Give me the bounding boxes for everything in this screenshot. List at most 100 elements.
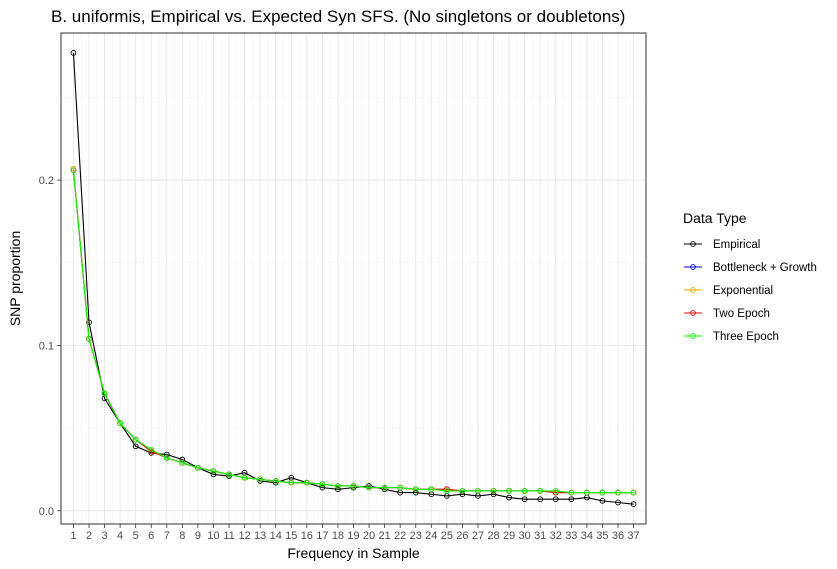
data-point xyxy=(552,489,559,496)
data-point xyxy=(381,486,388,493)
legend-key-point xyxy=(690,264,696,270)
chart-title: B. uniformis, Empirical vs. Expected Syn… xyxy=(51,7,625,26)
x-tick-label: 32 xyxy=(550,530,562,542)
data-point xyxy=(568,496,575,503)
x-tick-label: 37 xyxy=(627,530,639,542)
x-tick-label: 25 xyxy=(441,530,453,542)
legend-label: Exponential xyxy=(713,285,773,297)
legend-item: Three Epoch xyxy=(684,331,779,343)
data-point xyxy=(70,49,77,56)
x-tick-label: 13 xyxy=(254,530,266,542)
x-tick-label: 1 xyxy=(70,530,76,542)
data-point xyxy=(521,488,528,494)
legend-key-point xyxy=(690,287,696,293)
y-tick-label: 0.0 xyxy=(39,506,54,518)
x-tick-label: 5 xyxy=(133,530,139,542)
x-tick-label: 23 xyxy=(410,530,422,542)
data-point xyxy=(428,486,435,493)
data-point xyxy=(288,479,295,486)
data-point xyxy=(366,484,372,491)
data-point xyxy=(179,456,186,463)
data-point xyxy=(615,499,621,506)
data-point xyxy=(195,464,201,471)
x-tick-label: 33 xyxy=(565,530,577,542)
data-point xyxy=(506,488,512,494)
data-point xyxy=(521,496,528,503)
legend: Data Type Empirical Bottleneck + Growth Ex… xyxy=(683,210,817,343)
x-tick-label: 29 xyxy=(503,530,515,542)
x-tick-label: 36 xyxy=(612,530,624,542)
data-point xyxy=(319,481,326,488)
series-layer xyxy=(70,49,637,508)
series-line xyxy=(72,170,634,494)
x-tick-label: 27 xyxy=(472,530,484,542)
data-point xyxy=(584,489,590,496)
x-tick-label: 2 xyxy=(86,530,92,542)
data-point xyxy=(132,443,139,450)
data-point xyxy=(117,420,123,427)
legend-label: Two Epoch xyxy=(713,308,770,320)
data-point xyxy=(552,488,559,494)
x-tick-label: 16 xyxy=(301,530,313,542)
data-point xyxy=(599,498,606,504)
x-tick-label: 9 xyxy=(195,530,201,542)
x-tick-label: 35 xyxy=(596,530,608,542)
data-point xyxy=(163,455,170,461)
data-point xyxy=(257,478,263,484)
data-point xyxy=(506,494,512,501)
data-point xyxy=(86,319,92,326)
x-tick-label: 8 xyxy=(179,530,185,542)
x-tick-label: 22 xyxy=(394,530,406,542)
legend-item: Bottleneck + Growth xyxy=(684,262,817,274)
data-point xyxy=(319,484,326,491)
data-point xyxy=(615,489,621,496)
x-tick-label: 17 xyxy=(316,530,328,542)
data-point xyxy=(179,459,186,466)
x-axis-label: Frequency in Sample xyxy=(287,545,420,561)
data-point xyxy=(459,488,466,494)
data-point xyxy=(210,468,217,474)
series-line xyxy=(72,52,634,505)
data-point xyxy=(397,484,404,491)
x-tick-label: 12 xyxy=(238,530,250,542)
x-tick-label: 6 xyxy=(148,530,154,542)
legend-item: Empirical xyxy=(684,239,760,251)
data-point xyxy=(459,491,466,498)
data-point xyxy=(163,451,170,458)
data-point xyxy=(444,486,450,493)
legend-key-point xyxy=(690,310,696,316)
data-point xyxy=(101,390,108,397)
legend-key-point xyxy=(690,333,696,339)
data-point xyxy=(444,488,450,494)
data-point xyxy=(552,496,559,503)
x-tick-label: 3 xyxy=(102,530,108,542)
legend-item: Two Epoch xyxy=(684,308,770,320)
x-tick-label: 26 xyxy=(456,530,468,542)
y-axis-label: SNP proportion xyxy=(7,231,23,326)
x-tick-label: 18 xyxy=(332,530,344,542)
legend-key-point xyxy=(690,241,696,247)
data-point xyxy=(537,496,544,503)
data-point xyxy=(537,488,544,494)
data-point xyxy=(630,489,637,496)
data-point xyxy=(490,491,497,498)
x-tick-label: 31 xyxy=(534,530,546,542)
data-point xyxy=(303,479,310,486)
x-tick-label: 30 xyxy=(519,530,531,542)
series-three-epoch xyxy=(70,167,637,496)
data-point xyxy=(148,450,155,456)
axis-layer: 1 2 3 4 5 6 7 8 9 10 11 12 13 14 15 16 17 18 19 20 21 22 23 24 2… xyxy=(39,175,640,542)
x-tick-label: 11 xyxy=(223,530,234,542)
legend-label: Three Epoch xyxy=(713,331,779,343)
x-tick-label: 28 xyxy=(487,530,499,542)
data-point xyxy=(335,483,341,489)
data-point xyxy=(366,483,372,489)
legend-label: Empirical xyxy=(713,239,760,251)
x-tick-label: 7 xyxy=(164,530,170,542)
data-point xyxy=(335,486,341,493)
data-point xyxy=(226,471,232,478)
legend-label: Bottleneck + Growth xyxy=(713,262,817,274)
data-point xyxy=(257,476,263,483)
data-point xyxy=(210,471,217,478)
x-tick-label: 14 xyxy=(270,530,282,542)
